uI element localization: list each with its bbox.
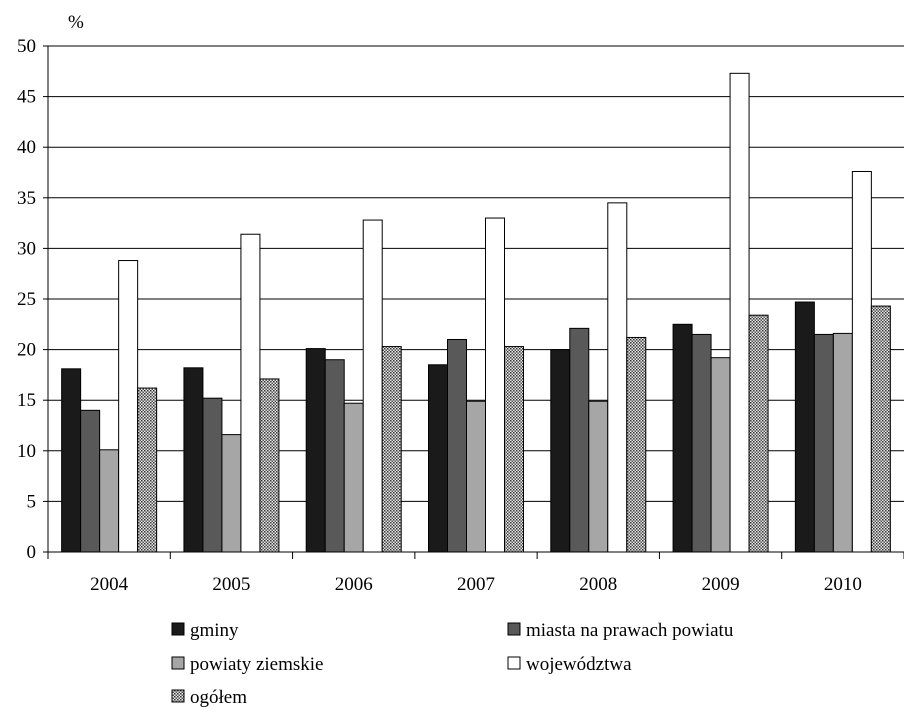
- x-tick-label: 2009: [702, 574, 740, 595]
- bar: [221, 434, 242, 553]
- bar: [672, 323, 693, 553]
- bar: [240, 233, 261, 553]
- y-tick-label: 50: [17, 36, 36, 57]
- legend-swatch: [507, 622, 521, 636]
- x-axis-ticks: 2004 2005 2006 2007 2008 2009 2010: [47, 552, 904, 595]
- x-tick-label: 2008: [579, 574, 617, 595]
- bar: [832, 332, 853, 553]
- bars: [61, 72, 891, 553]
- legend-label: gminy: [190, 620, 239, 641]
- bar: [504, 346, 524, 553]
- y-tick-label: 30: [17, 238, 36, 259]
- legend-label: województwa: [526, 654, 632, 675]
- bar: [466, 400, 486, 553]
- x-tick-label: 2004: [90, 574, 129, 595]
- bar: [324, 359, 345, 553]
- legend-swatch: [171, 622, 185, 636]
- bar: [691, 333, 712, 553]
- y-tick-label: 40: [17, 137, 36, 158]
- bar: [748, 314, 769, 553]
- bar: [626, 336, 647, 553]
- bar: [428, 364, 448, 553]
- bar: [362, 219, 383, 553]
- bar: [202, 397, 223, 553]
- bar: [80, 409, 101, 553]
- legend-label: ogółem: [190, 687, 247, 708]
- bar: [343, 402, 364, 553]
- bar: [183, 367, 204, 553]
- y-tick-label: 45: [17, 87, 36, 108]
- legend-swatch: [171, 656, 185, 670]
- bar: [729, 72, 750, 553]
- bar: [870, 305, 891, 553]
- y-tick-label: 5: [27, 491, 37, 512]
- y-tick-label: 0: [27, 542, 37, 563]
- x-tick-label: 2006: [335, 574, 373, 595]
- bar: [588, 400, 609, 553]
- bar: [710, 357, 731, 553]
- x-tick-label: 2005: [212, 574, 250, 595]
- legend-swatch: [171, 689, 185, 703]
- bar: [607, 202, 628, 553]
- legend-label: miasta na prawach powiatu: [526, 620, 734, 641]
- y-unit-label: %: [68, 12, 84, 33]
- bar: [447, 338, 467, 553]
- y-tick-label: 20: [17, 340, 36, 361]
- bar: [61, 368, 82, 553]
- bar: [99, 449, 120, 553]
- bar: [305, 348, 326, 553]
- axes: [47, 46, 904, 553]
- bar: [851, 170, 872, 553]
- bar: [259, 378, 280, 553]
- bar: [381, 346, 402, 553]
- x-tick-label: 2010: [824, 574, 862, 595]
- bar: [813, 333, 834, 553]
- bar: [794, 301, 815, 553]
- y-tick-label: 15: [17, 390, 36, 411]
- bar: [118, 260, 139, 553]
- y-axis-ticks: 0 5 10 15 20 25 30 35 40 45 50: [17, 36, 48, 563]
- legend: gminy miasta na prawach powiatu powiaty zi…: [171, 620, 734, 708]
- y-tick-label: 10: [17, 441, 36, 462]
- y-tick-label: 35: [17, 188, 36, 209]
- bar: [137, 387, 158, 553]
- y-tick-label: 25: [17, 289, 36, 310]
- legend-label: powiaty ziemskie: [190, 654, 324, 675]
- bar: [485, 217, 505, 553]
- legend-swatch: [507, 656, 521, 670]
- x-tick-label: 2007: [457, 574, 495, 595]
- bar: [569, 327, 590, 553]
- bar: [550, 349, 571, 553]
